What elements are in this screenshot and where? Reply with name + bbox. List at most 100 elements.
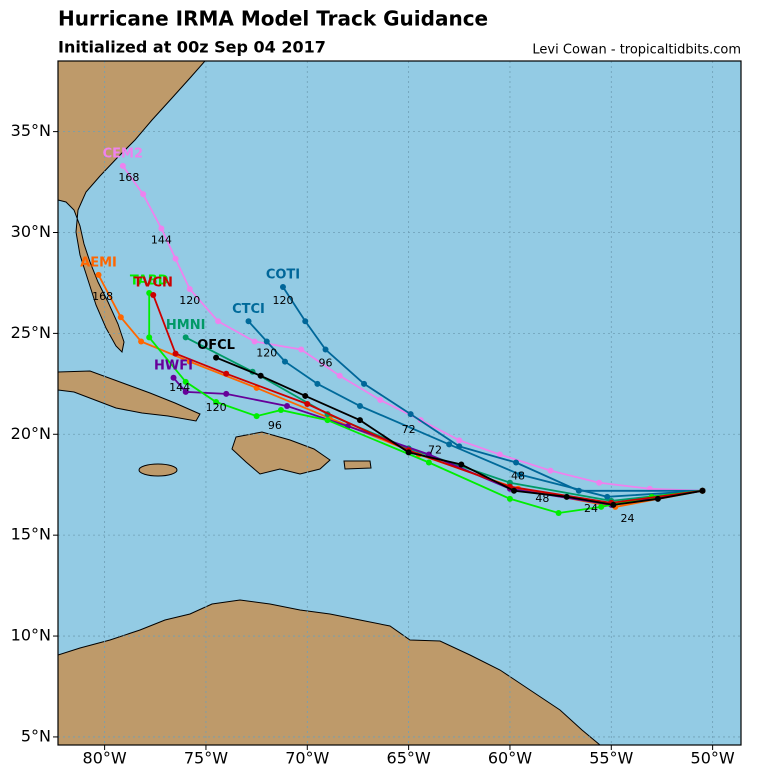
hour-label: 24 bbox=[584, 502, 598, 515]
hour-label: 168 bbox=[92, 290, 113, 303]
track-point bbox=[223, 370, 230, 377]
track-point bbox=[277, 407, 284, 414]
track-point bbox=[146, 334, 153, 341]
track-point bbox=[298, 346, 305, 353]
lon-tick-label: 55°W bbox=[589, 749, 633, 768]
model-label: TABD bbox=[130, 274, 169, 289]
hour-label: 144 bbox=[151, 234, 172, 247]
cuba bbox=[58, 370, 201, 422]
track-point bbox=[172, 350, 179, 357]
lat-tick-label: 35°N bbox=[11, 121, 51, 140]
track-point bbox=[496, 451, 503, 458]
subtitle: Initialized at 00z Sep 04 2017 bbox=[58, 38, 326, 57]
track-point bbox=[223, 390, 230, 397]
track-point bbox=[654, 495, 661, 502]
hour-label: 24 bbox=[621, 512, 635, 525]
track-point bbox=[555, 509, 562, 516]
track-point bbox=[361, 380, 368, 387]
track-point bbox=[304, 401, 311, 408]
track-point bbox=[506, 495, 513, 502]
track-point bbox=[284, 403, 291, 410]
grid bbox=[58, 61, 741, 745]
track-point bbox=[610, 501, 617, 508]
track-point bbox=[322, 346, 329, 353]
track-point bbox=[458, 461, 465, 468]
model-label: HWFI bbox=[154, 358, 193, 373]
hour-label: 96 bbox=[319, 357, 333, 370]
track-point bbox=[596, 479, 603, 486]
model-label: AEMI bbox=[80, 255, 117, 270]
track-point bbox=[377, 396, 384, 403]
track-point bbox=[213, 354, 220, 361]
jamaica bbox=[138, 463, 178, 477]
lat-tick-label: 15°N bbox=[11, 525, 51, 544]
north-america bbox=[58, 61, 206, 354]
track-point bbox=[150, 292, 157, 299]
track-point bbox=[336, 372, 343, 379]
track-point bbox=[302, 392, 309, 399]
track-point bbox=[186, 286, 193, 292]
lon-tick-label: 70°W bbox=[285, 749, 329, 768]
track-point bbox=[182, 378, 189, 385]
track-point bbox=[324, 417, 331, 424]
track-line bbox=[152, 294, 703, 504]
tracks: 168 144 120 120 96 120 96 72 72 48 48 24 24 168 144 120… bbox=[80, 146, 706, 525]
title: Hurricane IRMA Model Track Guidance bbox=[58, 7, 488, 31]
model-label: CEM2 bbox=[103, 146, 143, 161]
credit: Levi Cowan - tropicaltidbits.com bbox=[532, 43, 741, 58]
track-point bbox=[425, 459, 432, 466]
hour-label: 96 bbox=[268, 419, 282, 432]
track-point bbox=[598, 503, 605, 510]
track-point bbox=[456, 437, 463, 444]
track-point bbox=[158, 225, 165, 232]
track-point bbox=[517, 471, 524, 478]
track-point bbox=[446, 441, 453, 448]
track-point bbox=[279, 283, 286, 290]
track-point bbox=[356, 417, 363, 424]
lat-tick-label: 20°N bbox=[11, 424, 51, 443]
hour-label: 72 bbox=[428, 443, 442, 456]
hour-label: 168 bbox=[118, 171, 139, 184]
track-point bbox=[257, 372, 264, 379]
track-point bbox=[302, 318, 309, 325]
hour-label: 120 bbox=[256, 347, 277, 360]
track-point bbox=[95, 271, 102, 278]
lon-tick-label: 80°W bbox=[83, 749, 127, 768]
track-point bbox=[699, 487, 706, 494]
track-point bbox=[245, 318, 252, 325]
track-point bbox=[140, 191, 147, 198]
track-point bbox=[563, 493, 570, 500]
track-point bbox=[213, 398, 220, 405]
track-point bbox=[215, 318, 222, 325]
hour-label: 72 bbox=[402, 423, 416, 436]
hour-label: 120 bbox=[206, 401, 227, 414]
track-point bbox=[281, 358, 288, 365]
track-point bbox=[182, 334, 189, 341]
hour-label: 120 bbox=[179, 294, 200, 307]
track-point bbox=[182, 388, 189, 395]
hour-label: 144 bbox=[169, 381, 190, 394]
track-point bbox=[356, 403, 363, 410]
track-point bbox=[253, 413, 260, 420]
lon-tick-label: 75°W bbox=[184, 749, 228, 768]
hour-label: 120 bbox=[272, 294, 293, 307]
track-point bbox=[263, 338, 270, 345]
lat-tick-label: 25°N bbox=[11, 323, 51, 342]
track-point bbox=[604, 493, 611, 500]
lon-tick-label: 65°W bbox=[387, 749, 431, 768]
track-point bbox=[407, 411, 414, 418]
track-point bbox=[547, 467, 554, 474]
track-point bbox=[405, 449, 412, 456]
lat-tick-label: 5°N bbox=[21, 726, 51, 745]
track-point bbox=[117, 314, 124, 321]
track-point bbox=[251, 338, 258, 345]
track-point bbox=[511, 487, 518, 494]
model-label: TVCN bbox=[134, 276, 173, 291]
puerto-rico bbox=[343, 460, 372, 470]
track-point bbox=[138, 338, 145, 345]
track-point bbox=[172, 255, 179, 262]
model-label: OFCL bbox=[197, 338, 235, 353]
track-point bbox=[170, 374, 177, 381]
model-label: HMNI bbox=[166, 318, 206, 333]
hour-label: 48 bbox=[511, 470, 525, 483]
